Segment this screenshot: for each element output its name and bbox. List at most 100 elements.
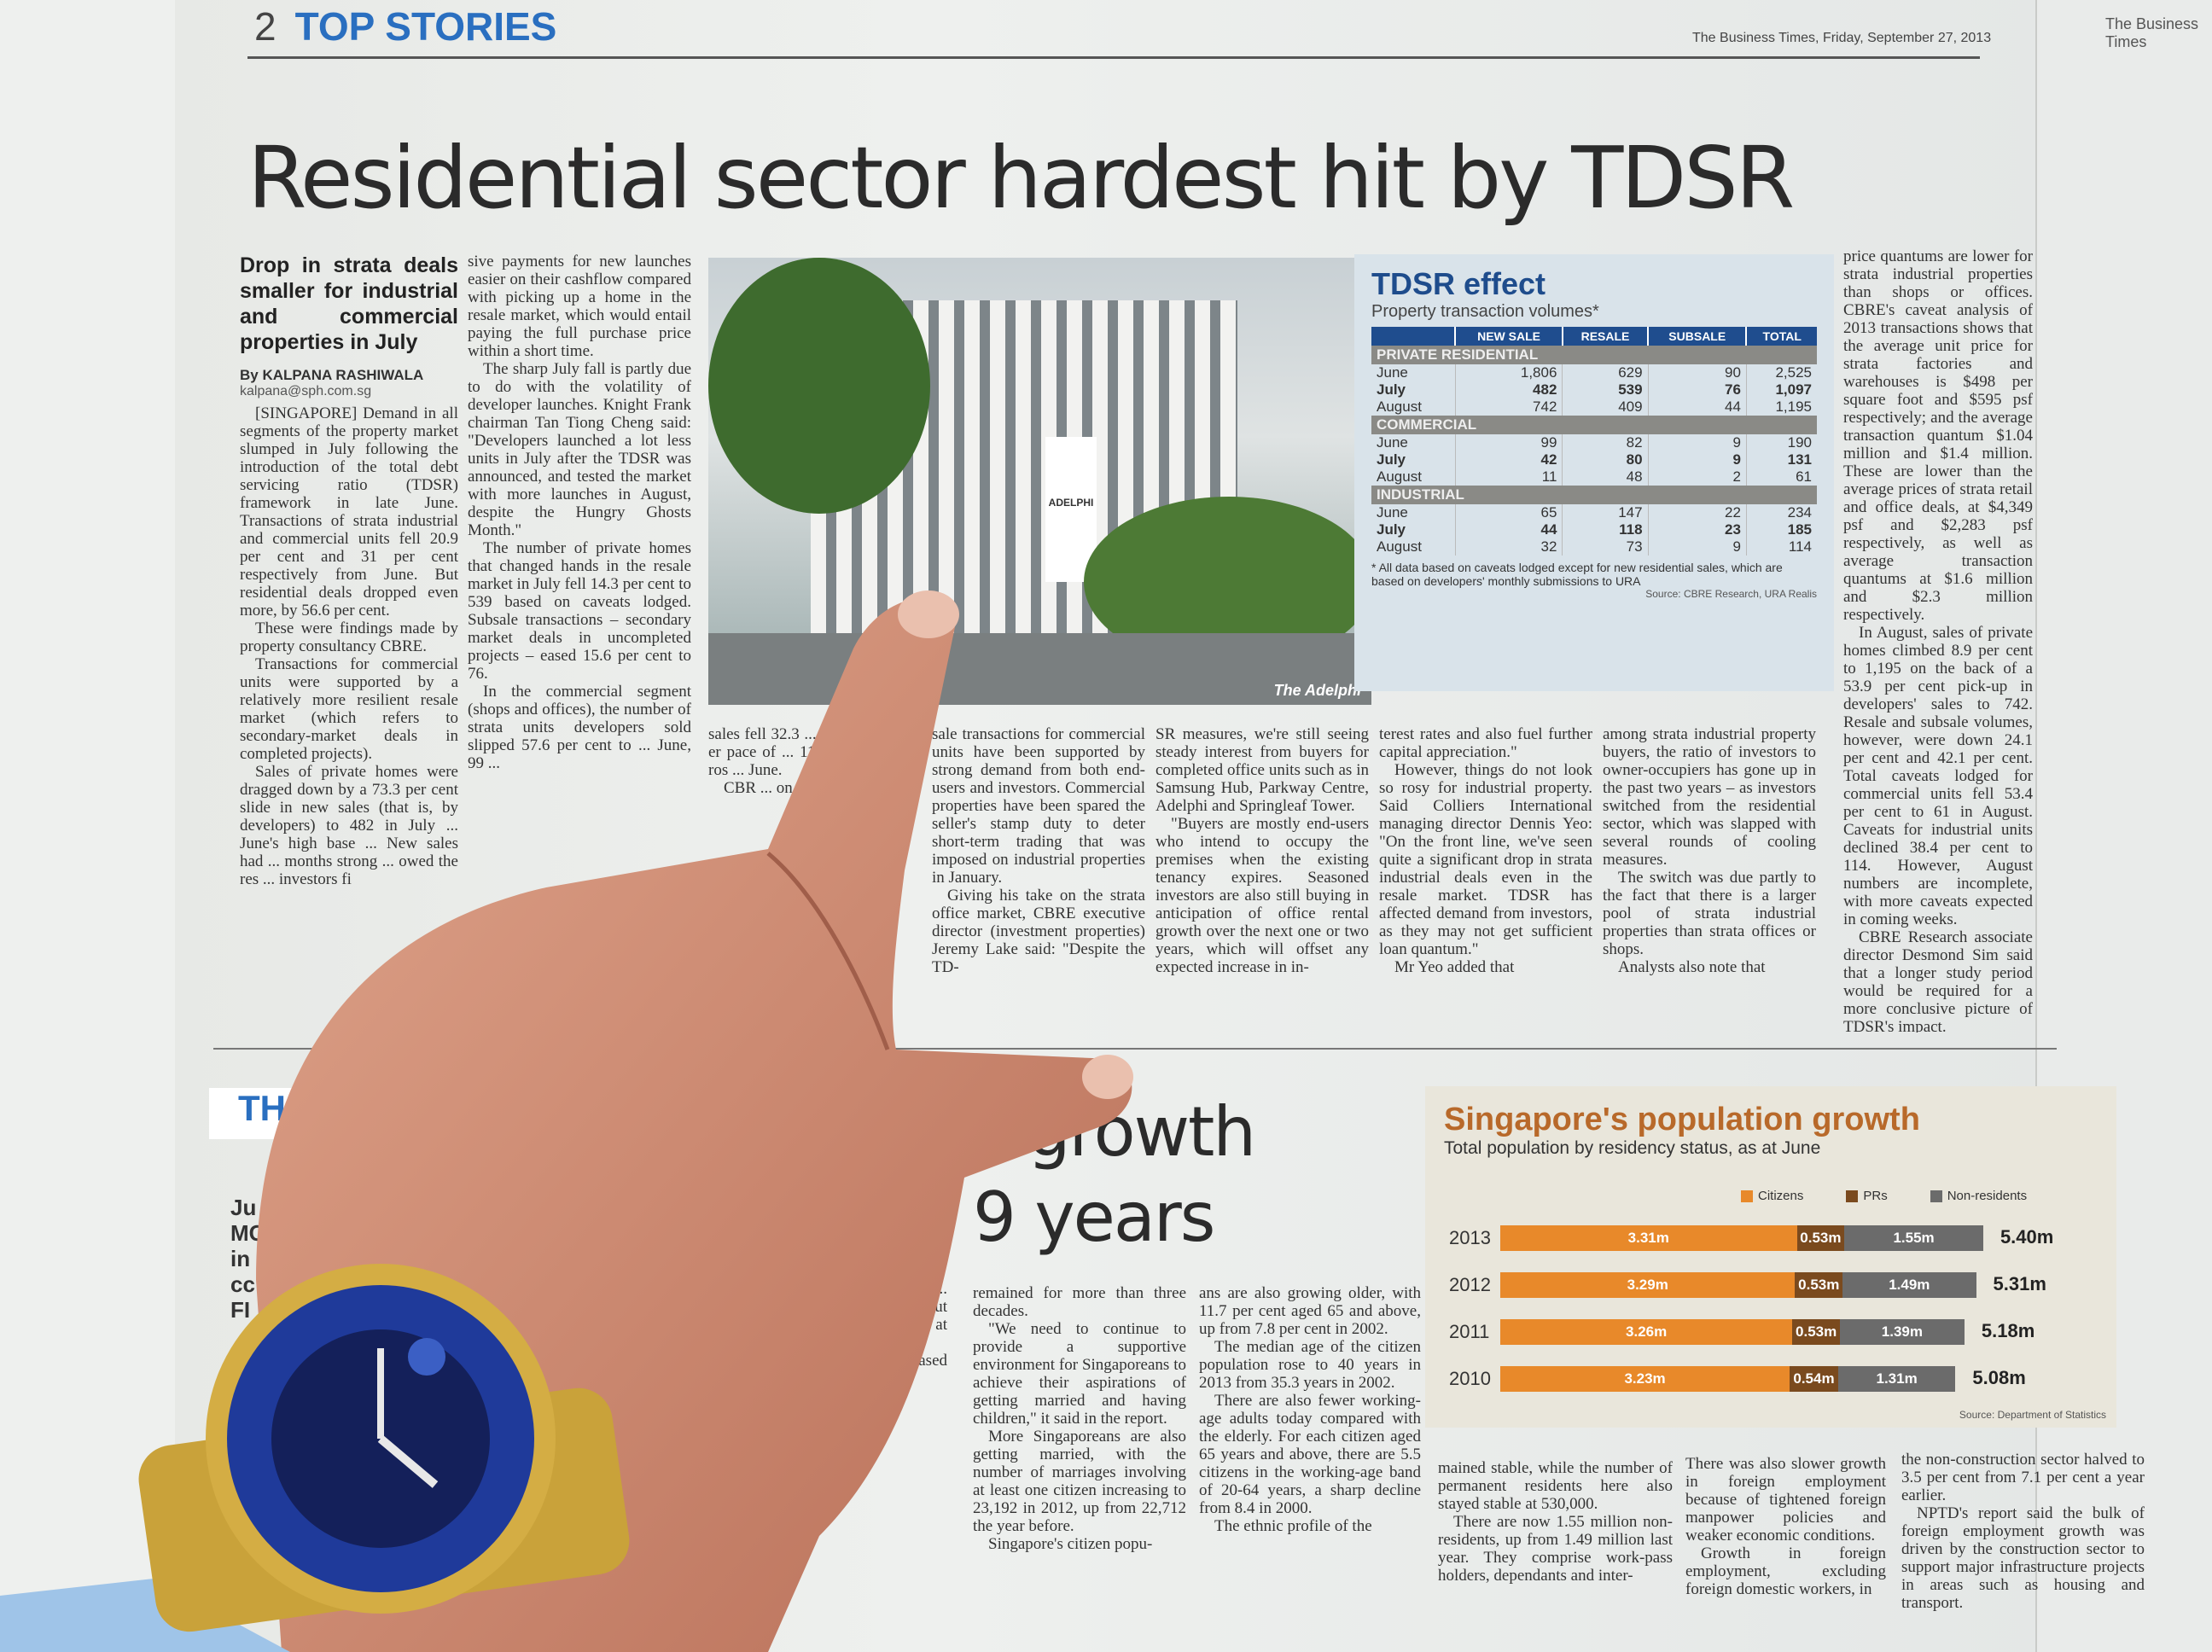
text-fragment: cc bbox=[230, 1271, 255, 1297]
table-cell: June bbox=[1377, 364, 1408, 381]
text-fragment: FI bbox=[230, 1297, 251, 1323]
adjacent-masthead: The Business Times bbox=[2105, 15, 2199, 50]
table-cell: 1,195 bbox=[1745, 398, 1817, 416]
table-cell: 61 bbox=[1745, 468, 1817, 486]
street bbox=[708, 633, 1371, 705]
bar-segment-non-residents: 1.49m bbox=[1842, 1272, 1976, 1298]
left-fragments: Ju MC in cc FI bbox=[230, 1195, 265, 1323]
bar-segment-citizens: 3.23m bbox=[1500, 1366, 1790, 1392]
legend-swatch bbox=[1930, 1190, 1942, 1203]
table-cell: 48 bbox=[1562, 468, 1649, 486]
chart-legend: Citizens PRs Non-residents bbox=[1741, 1189, 2027, 1203]
paragraph: The median age of the citizen population… bbox=[1199, 1338, 1421, 1392]
bar-row: 2010 3.23m 0.54m 1.31m bbox=[1449, 1364, 1956, 1394]
legend-label: PRs bbox=[1863, 1189, 1888, 1203]
legend-item: Non-residents bbox=[1930, 1189, 2027, 1203]
dateline: The Business Times, Friday, September 27… bbox=[1692, 31, 1992, 45]
paragraph: Giving his take on the strata office mar… bbox=[932, 887, 1145, 976]
total-label: 5.31m bbox=[1993, 1273, 2046, 1294]
paragraph: sive payments for new launches easier on… bbox=[468, 253, 691, 360]
bar-row: 2011 3.26m 0.53m 1.39m bbox=[1449, 1317, 1965, 1347]
table-title: TDSR effect bbox=[1371, 266, 1546, 301]
total-label: 5.18m bbox=[1981, 1320, 2035, 1341]
table-row: June 1,806 629 90 2,525 bbox=[1371, 364, 1817, 381]
table-cell: 539 bbox=[1562, 381, 1649, 398]
article-column: sive payments for new launches easier on… bbox=[468, 253, 691, 1072]
table-cell: 22 bbox=[1647, 504, 1747, 521]
bar-segment-prs: 0.54m bbox=[1790, 1366, 1838, 1392]
article-column: among strata industrial property buyers,… bbox=[1603, 725, 1816, 1041]
column-header: TOTAL bbox=[1745, 327, 1817, 346]
sidebar-column: Drop in strata deals smaller for industr… bbox=[240, 253, 458, 1072]
byline: By KALPANA RASHIWALA bbox=[240, 367, 424, 383]
table-cell: 90 bbox=[1647, 364, 1747, 381]
lower-column: There was also slower growth in foreign … bbox=[1685, 1455, 1886, 1652]
bar-segment-non-residents: 1.31m bbox=[1837, 1366, 1956, 1392]
paragraph: In August, sales of private homes climbe… bbox=[1843, 624, 2033, 928]
table-cell: August bbox=[1377, 398, 1422, 415]
article-column: sale transactions for commercial units h… bbox=[932, 725, 1145, 1041]
legend-item: PRs bbox=[1846, 1189, 1888, 1203]
column-header: NEW SALE bbox=[1454, 327, 1563, 346]
paragraph: sale transactions for commercial units h… bbox=[932, 725, 1145, 887]
lower-column: ans are also growing older, with 11.7 pe… bbox=[1199, 1284, 1421, 1652]
paragraph: The sharp July fall is partly due to do … bbox=[468, 360, 691, 539]
paragraph: Singapore's citizen popu- bbox=[988, 1535, 1153, 1553]
paragraph: Analysts also note that bbox=[1618, 958, 1766, 976]
paragraph: There are now 1.55 million non-residents… bbox=[1438, 1513, 1673, 1585]
category-label: 2010 bbox=[1449, 1368, 1491, 1389]
paragraph: sales fell 32.3 ... units. Resale ... er… bbox=[708, 725, 922, 779]
table-row: July 42 80 9 131 bbox=[1371, 451, 1817, 468]
chart-subtitle: Total population by residency status, as… bbox=[1444, 1138, 1821, 1158]
table-row: August 32 73 9 114 bbox=[1371, 538, 1817, 556]
tree bbox=[708, 258, 930, 514]
lower-column: ...sg ...ore couples ...and more ba... b… bbox=[691, 1280, 947, 1652]
table-cell: 44 bbox=[1647, 398, 1747, 416]
tdsr-table-box: TDSR effect Property transaction volumes… bbox=[1354, 254, 1834, 691]
section-header: PRIVATE RESIDENTIAL bbox=[1371, 346, 1817, 364]
table-cell: 23 bbox=[1647, 521, 1747, 538]
table-cell: July bbox=[1377, 451, 1406, 468]
table-cell: 190 bbox=[1745, 434, 1817, 451]
table-note: * All data based on caveats lodged excep… bbox=[1371, 561, 1783, 588]
column-header: RESALE bbox=[1561, 327, 1649, 346]
paragraph: Mr Yeo added that bbox=[1394, 958, 1515, 976]
table-cell: 99 bbox=[1454, 434, 1563, 451]
tdsr-table: NEW SALE RESALE SUBSALE TOTAL PRIVATE RESIDE… bbox=[1371, 327, 1817, 556]
table-cell: 742 bbox=[1454, 398, 1563, 416]
paragraph: SR measures, we're still seeing steady i… bbox=[1155, 725, 1369, 815]
header-rule bbox=[247, 56, 1980, 59]
chart-title: Singapore's population growth bbox=[1444, 1102, 1920, 1137]
paragraph: remained for more than three decades. bbox=[973, 1284, 1186, 1320]
category-label: 2011 bbox=[1449, 1321, 1490, 1342]
table-cell: 82 bbox=[1562, 434, 1649, 451]
table-cell: 65 bbox=[1454, 504, 1563, 521]
article-column: sales fell 32.3 ... units. Resale ... er… bbox=[708, 725, 922, 1041]
legend-label: Non-residents bbox=[1947, 1189, 2028, 1203]
bar-segment-citizens: 3.29m bbox=[1500, 1272, 1796, 1298]
paragraph: ...sg ...ore couples ...and more ba... b… bbox=[691, 1280, 947, 1352]
bar-segment-non-residents: 1.39m bbox=[1839, 1319, 1965, 1345]
table-cell: 409 bbox=[1562, 398, 1649, 416]
table-cell: July bbox=[1377, 521, 1406, 538]
building-photo: ADELPHI The Adelphi bbox=[708, 258, 1371, 705]
paragraph: terest rates and also fuel further capit… bbox=[1379, 725, 1592, 761]
paragraph: However, things do not look so rosy for … bbox=[1379, 761, 1592, 958]
article-deck: Drop in strata deals smaller for industr… bbox=[240, 253, 458, 354]
table-cell: 32 bbox=[1454, 538, 1563, 556]
table-cell: August bbox=[1377, 468, 1422, 485]
bar-segment-citizens: 3.26m bbox=[1500, 1319, 1793, 1345]
table-row: June 99 82 9 190 bbox=[1371, 434, 1817, 451]
paragraph: CBRE Research associate director Desmond… bbox=[1843, 928, 2033, 1032]
paragraph: Sales of private homes were dragged down… bbox=[240, 763, 458, 888]
bar-segment-prs: 0.53m bbox=[1792, 1319, 1840, 1345]
article-headline: Residential sector hardest hit by TDSR bbox=[247, 128, 1795, 228]
article-column: SR measures, we're still seeing steady i… bbox=[1155, 725, 1369, 1041]
paragraph: The number of private homes that changed… bbox=[468, 539, 691, 683]
table-cell: 131 bbox=[1745, 451, 1817, 468]
table-cell: 1,097 bbox=[1745, 381, 1817, 398]
section-header: COMMERCIAL bbox=[1371, 416, 1817, 434]
table-cell: 147 bbox=[1562, 504, 1649, 521]
paragraph: the non-construction sector halved to 3.… bbox=[1901, 1451, 2145, 1504]
table-cell: 2 bbox=[1647, 468, 1747, 486]
